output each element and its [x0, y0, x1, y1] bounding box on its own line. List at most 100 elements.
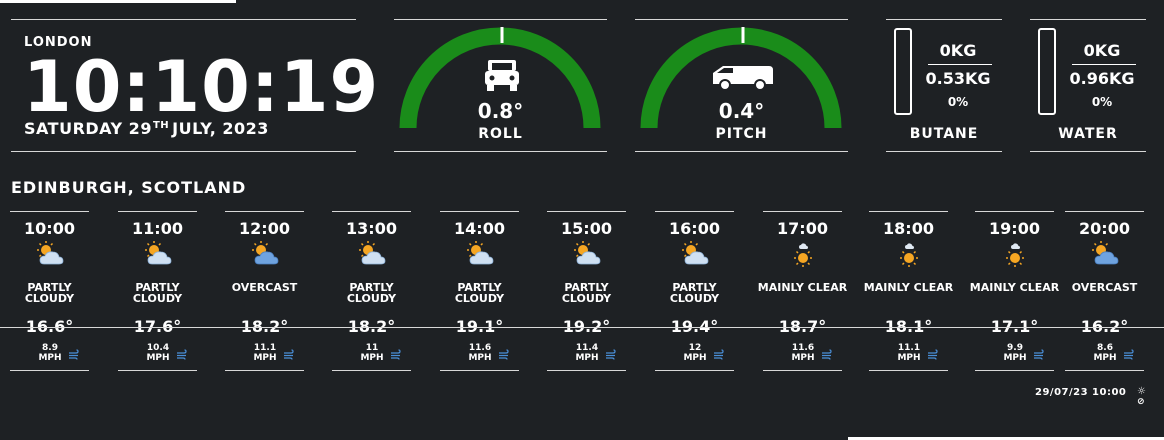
butane-tank-card: 0KG 0.53KG 0% BUTANE [886, 19, 1002, 152]
forecast-hour-1400: 14:00 PARTLY CLOUDY 19.1° 11.6 MPH [440, 211, 519, 371]
forecast-time: 13:00 [346, 219, 397, 238]
wind-icon [390, 346, 402, 360]
forecast-condition: PARTLY CLOUDY [561, 281, 612, 305]
mainly-clear-icon [1001, 240, 1029, 268]
forecast-hour-1300: 13:00 PARTLY CLOUDY 18.2° 11 MPH [332, 211, 411, 371]
wind-speed: 11.1 [253, 343, 277, 353]
water-current: 0KG [1083, 41, 1121, 60]
butane-capacity: 0.53KG [925, 69, 991, 88]
wind-unit: MPH [1093, 353, 1117, 363]
wind-icon [283, 346, 295, 360]
pitch-gauge [640, 27, 842, 129]
forecast-temperature: 18.1° [884, 317, 933, 336]
top-edge-line [0, 0, 236, 3]
no-entry-icon: ⊘ [1137, 397, 1146, 407]
wind-icon [68, 346, 80, 360]
water-divider [1072, 64, 1136, 65]
forecast-wind: 9.9 MPH [995, 343, 1035, 363]
forecast-condition: PARTLY CLOUDY [346, 281, 397, 305]
forecast-time: 16:00 [669, 219, 720, 238]
forecast-temperature: 18.2° [240, 317, 289, 336]
wind-icon [176, 346, 188, 360]
forecast-condition: PARTLY CLOUDY [24, 281, 75, 305]
sun-small-icon: ☼ [1137, 386, 1147, 397]
forecast-wind: 11 MPH [352, 343, 392, 363]
forecast-condition: PARTLY CLOUDY [454, 281, 505, 305]
forecast-hour-1100: 11:00 PARTLY CLOUDY 17.6° 10.4 MPH [118, 211, 197, 371]
date-day: SATURDAY 29 [24, 119, 152, 138]
wind-unit: MPH [683, 353, 707, 363]
water-capacity: 0.96KG [1069, 69, 1135, 88]
forecast-time: 20:00 [1079, 219, 1130, 238]
wind-icon [1033, 346, 1045, 360]
partly-cloudy-icon [466, 240, 494, 268]
wind-icon [498, 346, 510, 360]
forecast-time: 19:00 [989, 219, 1040, 238]
forecast-wind: 11.1 MPH [889, 343, 929, 363]
wind-speed: 9.9 [1007, 343, 1023, 353]
forecast-condition: MAINLY CLEAR [757, 281, 848, 294]
wind-icon [713, 346, 725, 360]
weather-updated: 29/07/23 10:00 ☼ ⊘ [1035, 386, 1146, 407]
clock-date: SATURDAY 29TH JULY, 2023 [24, 119, 269, 138]
partly-cloudy-icon [681, 240, 709, 268]
forecast-time: 18:00 [883, 219, 934, 238]
mainly-clear-icon [789, 240, 817, 268]
wind-icon [1123, 346, 1135, 360]
wind-unit: MPH [1003, 353, 1027, 363]
wind-unit: MPH [791, 353, 815, 363]
water-level-bar [1038, 28, 1056, 115]
wind-unit: MPH [360, 353, 384, 363]
mainly-clear-icon [895, 240, 923, 268]
forecast-temperature: 18.2° [347, 317, 396, 336]
forecast-temperature: 16.2° [1080, 317, 1129, 336]
wind-speed: 12 [688, 343, 702, 353]
forecast-temperature: 18.7° [778, 317, 827, 336]
car-front-icon [485, 60, 519, 91]
forecast-wind: 11.4 MPH [567, 343, 607, 363]
forecast-time: 17:00 [777, 219, 828, 238]
wind-speed: 8.6 [1097, 343, 1113, 353]
forecast-hour-1700: 17:00 MAINLY CLEAR 18.7° 11.6 MPH [758, 211, 847, 371]
wind-unit: MPH [38, 353, 62, 363]
butane-divider [928, 64, 992, 65]
forecast-hour-1500: 15:00 PARTLY CLOUDY 19.2° 11.4 MPH [547, 211, 626, 371]
forecast-temperature: 19.2° [562, 317, 611, 336]
forecast-time: 11:00 [132, 219, 183, 238]
partly-cloudy-icon [144, 240, 172, 268]
wind-icon [821, 346, 833, 360]
wind-unit: MPH [468, 353, 492, 363]
forecast-temperature: 17.1° [990, 317, 1039, 336]
forecast-wind: 8.9 MPH [30, 343, 70, 363]
butane-percent: 0% [947, 95, 969, 109]
forecast-wind: 11.6 MPH [783, 343, 823, 363]
pitch-value: 0.4° [718, 99, 765, 123]
forecast-hour-1800: 18:00 MAINLY CLEAR 18.1° 11.1 MPH [864, 211, 953, 371]
forecast-wind: 12 MPH [675, 343, 715, 363]
forecast-hour-2000: 20:00 OVERCAST 16.2° 8.6 MPH [1065, 211, 1144, 371]
horizontal-guide-line [0, 327, 1164, 328]
wind-unit: MPH [253, 353, 277, 363]
partly-cloudy-icon [573, 240, 601, 268]
roll-value: 0.8° [477, 99, 524, 123]
pitch-gauge-card: 0.4° PITCH [635, 19, 848, 152]
forecast-condition: OVERCAST [231, 281, 298, 294]
clock-card: LONDON 10:10:19 SATURDAY 29TH JULY, 2023 [11, 19, 378, 152]
forecast-time: 10:00 [24, 219, 75, 238]
forecast-condition: MAINLY CLEAR [969, 281, 1060, 294]
roll-gauge-card: 0.8° ROLL [394, 19, 607, 152]
overcast-icon [251, 240, 279, 268]
roll-label: ROLL [478, 126, 523, 142]
wind-icon [605, 346, 617, 360]
butane-level-bar [894, 28, 912, 115]
wind-speed: 11 [365, 343, 379, 353]
forecast-wind: 11.1 MPH [245, 343, 285, 363]
wind-unit: MPH [575, 353, 599, 363]
wind-unit: MPH [146, 353, 170, 363]
van-side-icon [713, 66, 773, 91]
wind-icon [927, 346, 939, 360]
roll-gauge [399, 27, 601, 129]
weather-location: EDINBURGH, SCOTLAND [11, 178, 247, 197]
wind-unit: MPH [897, 353, 921, 363]
forecast-time: 14:00 [454, 219, 505, 238]
